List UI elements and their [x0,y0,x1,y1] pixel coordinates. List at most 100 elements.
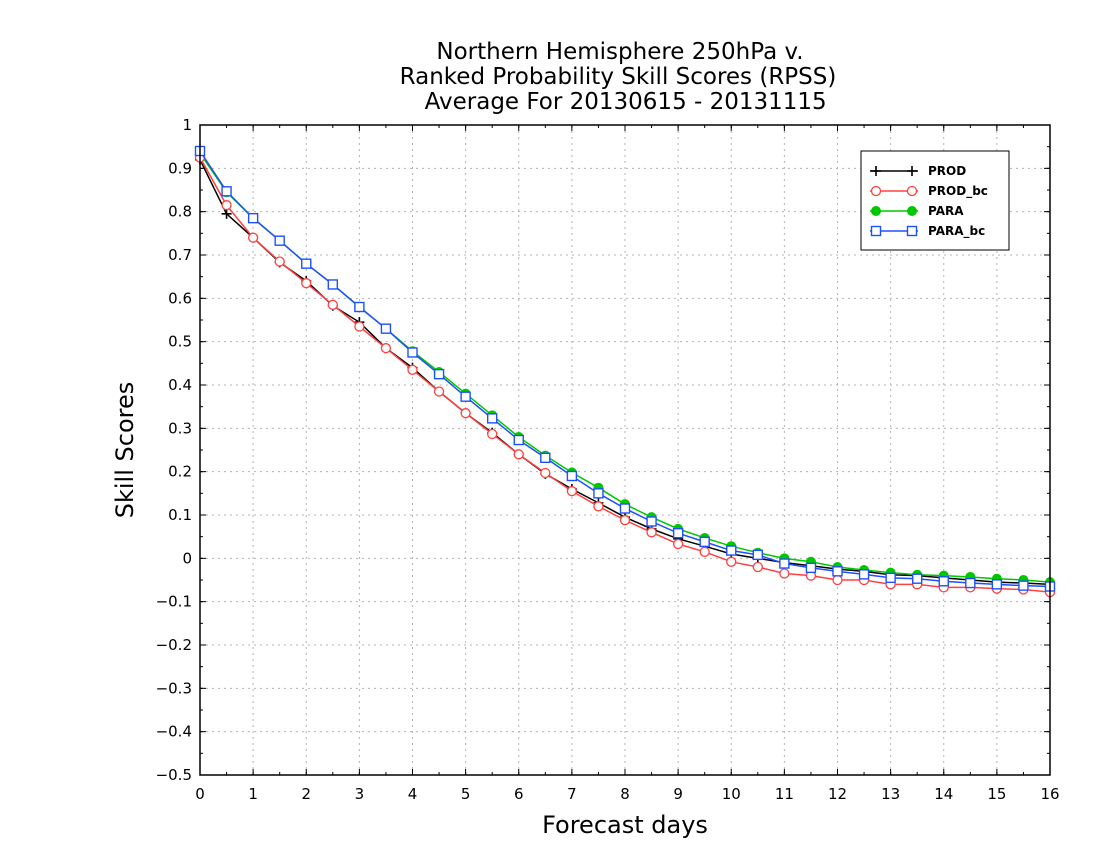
y-tick-label: 1 [182,116,192,134]
x-axis-tick-labels: 0 1 2 3 4 5 6 7 8 9 10 11 12 13 14 15 16 [195,785,1059,803]
data-point-prod-bc [354,321,365,332]
data-point-prod-bc [513,449,524,460]
legend-marker [907,166,917,176]
y-tick-label: 0.8 [168,203,192,221]
chart-title-line-2: Ranked Probability Skill Scores (RPSS) [400,64,837,90]
data-point-prod-bc [593,501,604,512]
data-point-prod-bc [301,278,312,289]
data-point-prod [221,208,232,219]
data-point-para-bc [752,549,764,561]
legend-marker [870,185,882,197]
data-point-para-bc [566,470,578,482]
y-tick-label: 0.3 [168,419,192,437]
x-tick-label: 0 [195,785,205,803]
data-point-para-bc [274,235,285,246]
data-point-para-bc [540,452,551,463]
x-tick-label: 8 [620,785,630,803]
legend-marker [870,225,882,237]
data-point-prod-bc [752,561,763,573]
y-axis-label: Skill Scores [111,382,139,519]
chart-title-line-3: Average For 20130615 - 20131115 [417,89,826,115]
data-point-para-bc [354,301,365,313]
legend-label: PROD_bc [928,184,988,199]
data-point-para-bc [726,545,737,556]
y-tick-label: 0.7 [168,246,192,264]
x-tick-label: 7 [567,785,577,803]
data-point-prod-bc [779,568,790,579]
data-point-para-bc [646,516,657,527]
y-tick-label: 0.1 [168,506,192,524]
y-tick-label: −0.2 [156,636,192,654]
y-tick-label: −0.1 [156,593,192,611]
legend-marker [906,225,918,237]
data-point-prod-bc [699,546,710,557]
data-point-para-bc [911,573,923,584]
y-tick-label: 0.4 [168,376,192,394]
data-point-para-bc [1018,580,1029,591]
chart-title-line-1: Northern Hemisphere 250hPa v. [436,39,803,65]
data-point-para-bc [938,576,949,587]
legend-marker [871,166,881,176]
legend-label: PARA [928,204,964,218]
y-tick-label: 0.5 [168,333,192,351]
legend-entry-prod-bc: PROD_bc [870,184,988,199]
data-point-para-bc [805,562,817,574]
data-point-prod-bc [327,299,338,310]
data-point-para-bc [433,368,445,380]
legend-marker [907,206,917,216]
data-point-prod-bc [380,343,392,354]
x-tick-label: 1 [248,785,258,803]
legend-label: PROD [928,164,966,178]
data-point-prod-bc [726,556,737,567]
data-point-para-bc [593,488,604,499]
data-point-para-bc [858,569,870,580]
data-point-para-bc [247,212,259,224]
x-tick-label: 6 [514,785,524,803]
x-tick-label: 3 [355,785,365,803]
y-tick-label: 0 [182,549,192,567]
x-tick-label: 9 [673,785,683,803]
legend-entry-para-bc: PARA_bc [870,224,985,239]
y-tick-label: 0.6 [168,289,192,307]
x-axis-label: Forecast days [542,811,708,839]
y-tick-label: 0.9 [168,159,192,177]
x-tick-label: 12 [828,785,847,803]
data-point-para-bc [327,279,339,290]
y-tick-label: −0.3 [156,679,192,697]
data-point-prod-bc [619,515,631,526]
x-tick-label: 13 [881,785,900,803]
data-point-para-bc [885,572,896,584]
data-point-para-bc [991,579,1003,590]
data-point-prod-bc [433,386,445,397]
legend-entry-prod: PROD [870,164,966,178]
y-tick-label: −0.4 [156,723,192,741]
x-tick-label: 15 [987,785,1006,803]
data-point-para-bc [965,577,976,589]
data-point-prod-bc [274,256,285,267]
y-axis-tick-labels: −0.5 −0.4 −0.3 −0.2 −0.1 0 0.1 0.2 0.3 0.4 0.5 0.6 0… [156,116,192,784]
data-point-para-bc [407,347,418,358]
data-point-para-bc [513,434,524,446]
chart-title-group: Northern Hemisphere 250hPa v. Ranked Pro… [400,39,837,115]
data-point-prod-bc [407,364,418,375]
data-point-prod-bc [460,408,471,419]
data-point-para-bc [832,566,843,577]
x-tick-label: 4 [408,785,418,803]
x-tick-label: 5 [461,785,471,803]
y-tick-label: 0.2 [168,463,192,481]
x-tick-label: 10 [722,785,741,803]
legend-box [860,150,1010,251]
legend-marker [871,206,881,216]
x-tick-label: 2 [301,785,311,803]
data-point-para-bc [301,258,312,269]
y-tick-label: −0.5 [156,766,192,784]
chart-legend: PROD PROD_bc PARA PARA_bc [860,150,1010,251]
x-tick-label: 14 [934,785,953,803]
legend-marker [906,185,918,197]
plot-area-frame [199,124,1051,776]
x-tick-label: 11 [775,785,794,803]
legend-entry-para: PARA [870,204,964,218]
data-point-para-bc [460,391,471,402]
data-point-prod-bc [221,200,232,211]
